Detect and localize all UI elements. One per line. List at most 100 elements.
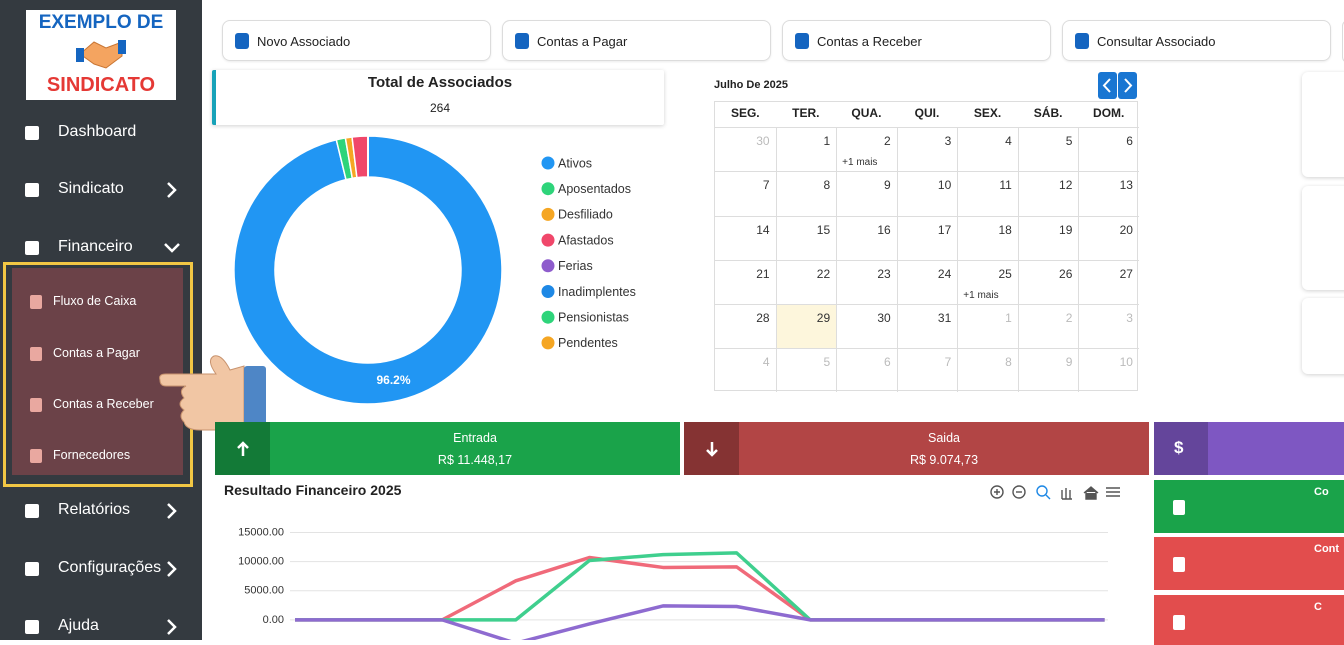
button-icon xyxy=(1075,33,1089,49)
calendar-day[interactable]: 4 xyxy=(715,348,776,392)
submenu-icon xyxy=(30,295,42,309)
day-number: 30 xyxy=(877,311,891,325)
calendar-day[interactable]: 24 xyxy=(896,260,958,304)
day-more[interactable]: +1 mais xyxy=(963,290,999,301)
summary-title: Total de Associados xyxy=(367,74,513,91)
calendar-day[interactable]: 9 xyxy=(836,171,897,216)
weekday: SEG. xyxy=(730,106,760,120)
side-card-text: $ xyxy=(1174,438,1184,457)
toolbar-button[interactable]: Novo Associado xyxy=(222,20,491,61)
day-number: 9 xyxy=(1065,355,1073,369)
calendar-day[interactable]: 25 +1 mais xyxy=(957,260,1018,304)
menu-item[interactable]: Financeiro xyxy=(58,238,133,255)
menu-icon xyxy=(25,241,39,255)
day-number: 29 xyxy=(816,311,831,325)
logo: EXEMPLO DE SINDICATO xyxy=(26,10,176,100)
menu-icon xyxy=(25,504,39,518)
day-number: 5 xyxy=(1065,134,1073,148)
calendar-day[interactable]: 13 xyxy=(1078,171,1139,216)
calendar-day[interactable]: 10 xyxy=(1078,348,1139,392)
calendar-day[interactable]: 16 xyxy=(836,216,897,260)
calendar-day[interactable]: 31 xyxy=(896,304,958,348)
calendar-day[interactable]: 8 xyxy=(775,171,837,216)
calendar-day[interactable]: 9 xyxy=(1017,348,1079,392)
side-card xyxy=(1302,298,1344,374)
line-series xyxy=(295,604,1105,640)
menu-item[interactable]: Dashboard xyxy=(58,123,137,140)
calendar-day[interactable]: 7 xyxy=(896,348,958,392)
side-card-icon xyxy=(1173,557,1185,572)
toolbar-button[interactable]: Contas a Pagar xyxy=(502,20,771,61)
calendar-day[interactable]: 12 xyxy=(1017,171,1079,216)
submenu-item[interactable]: Fornecedores xyxy=(53,448,131,462)
side-card xyxy=(1302,72,1344,177)
legend-label: Afastados xyxy=(558,233,614,247)
side-card-icon xyxy=(1173,500,1185,515)
day-more[interactable]: +1 mais xyxy=(842,157,878,168)
calendar-day[interactable]: 28 xyxy=(715,304,776,348)
weekday: SÁB. xyxy=(1033,106,1063,120)
legend-label: Inadimplentes xyxy=(558,285,636,299)
submenu-item[interactable]: Fluxo de Caixa xyxy=(53,294,137,308)
calendar-day[interactable]: 1 xyxy=(775,127,837,171)
calendar-day[interactable]: 19 xyxy=(1017,216,1079,260)
total-value: R$ 9.074,73 xyxy=(909,453,979,467)
submenu-item[interactable]: Contas a Receber xyxy=(53,397,154,411)
calendar-day[interactable]: 26 xyxy=(1017,260,1079,304)
calendar-day[interactable]: 27 xyxy=(1078,260,1139,304)
side-card xyxy=(1302,186,1344,290)
menu-item[interactable]: Relatórios xyxy=(58,501,131,518)
day-number: 13 xyxy=(1119,178,1133,192)
calendar-day[interactable]: 20 xyxy=(1078,216,1139,260)
side-card: $ xyxy=(1154,422,1344,475)
day-number: 18 xyxy=(998,223,1012,237)
calendar-day[interactable]: 5 xyxy=(1017,127,1079,171)
calendar-day[interactable]: 10 xyxy=(896,171,958,216)
toolbar-button[interactable]: Contas a Receber xyxy=(782,20,1051,61)
calendar-day[interactable]: 17 xyxy=(896,216,958,260)
calendar-day[interactable]: 30 xyxy=(715,127,776,171)
toolbar-button[interactable]: Consultar Associado xyxy=(1062,20,1331,61)
calendar-day[interactable]: 29 xyxy=(775,304,837,348)
submenu-item[interactable]: Contas a Pagar xyxy=(53,346,140,360)
calendar-day[interactable]: 2 +1 mais xyxy=(836,127,897,171)
day-number: 1 xyxy=(1005,311,1012,325)
calendar-day[interactable]: 18 xyxy=(957,216,1018,260)
calendar-day[interactable]: 22 xyxy=(775,260,837,304)
weekday: DOM. xyxy=(1093,106,1125,120)
calendar-day[interactable]: 15 xyxy=(775,216,837,260)
legend-label: Ativos xyxy=(558,156,592,170)
day-number: 27 xyxy=(1119,267,1133,281)
legend-label: Pendentes xyxy=(558,336,618,350)
chart-toolbar[interactable] xyxy=(988,483,1124,501)
menu-item[interactable]: Ajuda xyxy=(58,617,99,634)
calendar: SEG. TER. QUA. QUI. SEX. SÁB. DOM. 30 1 2 +1 mais 3… xyxy=(714,101,1139,392)
calendar-day[interactable]: 11 xyxy=(957,171,1018,216)
calendar-day[interactable]: 4 xyxy=(957,127,1018,171)
calendar-day[interactable]: 3 xyxy=(896,127,958,171)
menu-item[interactable]: Sindicato xyxy=(58,180,124,197)
legend-label: Aposentados xyxy=(558,182,631,196)
calendar-day[interactable]: 21 xyxy=(715,260,776,304)
weekday: SEX. xyxy=(973,106,1002,120)
menu-item[interactable]: Configurações xyxy=(58,559,162,576)
calendar-title: Julho De 2025 xyxy=(714,79,788,91)
calendar-day[interactable]: 23 xyxy=(836,260,897,304)
calendar-day[interactable]: 1 xyxy=(957,304,1018,348)
day-number: 6 xyxy=(884,355,891,369)
calendar-day[interactable]: 2 xyxy=(1017,304,1079,348)
line-series xyxy=(295,551,1105,622)
calendar-nav[interactable] xyxy=(1098,72,1138,100)
calendar-day[interactable]: 30 xyxy=(836,304,897,348)
calendar-day[interactable]: 6 xyxy=(1078,127,1139,171)
calendar-day[interactable]: 5 xyxy=(775,348,837,392)
y-tick-label: 5000.00 xyxy=(244,585,284,597)
calendar-day[interactable]: 8 xyxy=(957,348,1018,392)
y-tick-label: 10000.00 xyxy=(238,556,284,568)
calendar-day[interactable]: 14 xyxy=(715,216,776,260)
calendar-day[interactable]: 6 xyxy=(836,348,897,392)
calendar-day[interactable]: 7 xyxy=(715,171,776,216)
day-number: 12 xyxy=(1059,178,1073,192)
calendar-day[interactable]: 3 xyxy=(1078,304,1139,348)
button-icon xyxy=(515,33,529,49)
